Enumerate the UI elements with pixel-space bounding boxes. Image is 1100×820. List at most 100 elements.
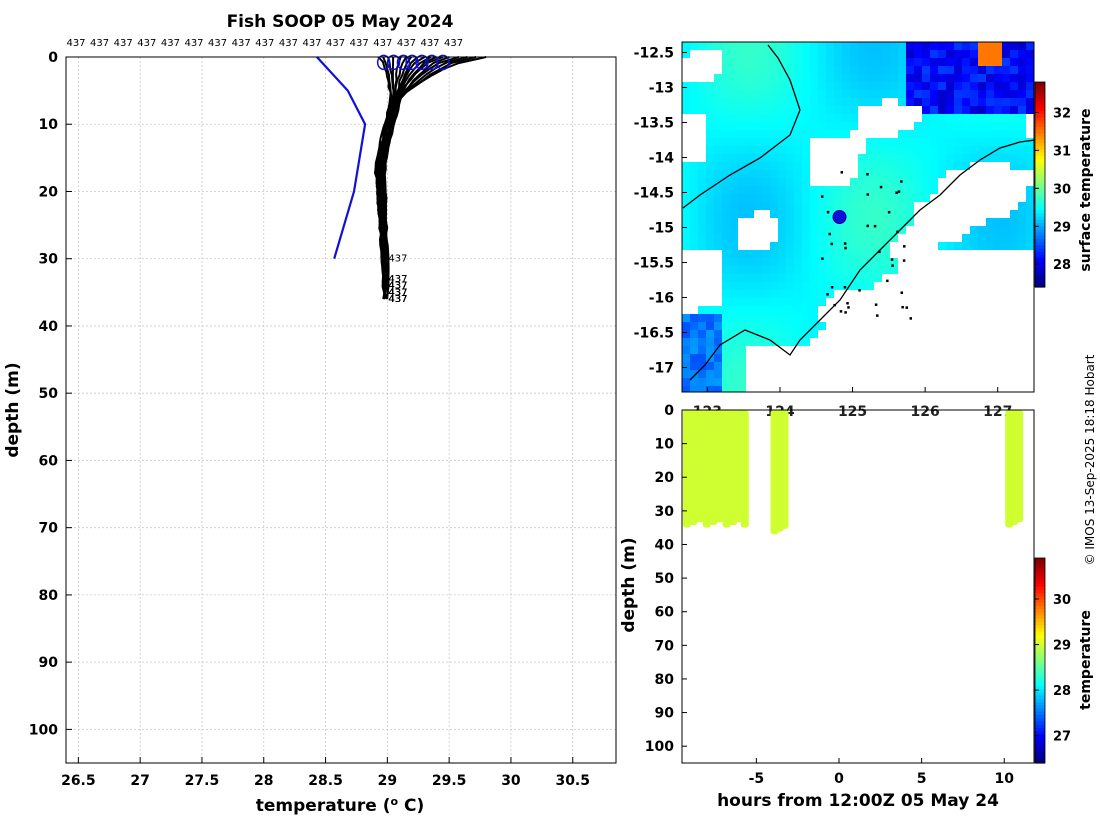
sst-cell [954, 146, 962, 154]
island-dot [900, 291, 904, 294]
sst-cell [722, 114, 730, 122]
colorbar-step [1035, 85, 1045, 90]
sst-cell [738, 106, 746, 114]
sst-cell [794, 50, 802, 58]
sst-cell [1026, 218, 1034, 226]
sst-cell [874, 162, 882, 170]
sst-cell [842, 234, 850, 242]
sst-cell [882, 242, 890, 250]
sst-cell [922, 82, 930, 90]
colorbar-step [1035, 644, 1045, 649]
colorbar-step [1035, 94, 1045, 99]
sst-cell [922, 178, 930, 186]
map-y-tick-label: -16.5 [634, 326, 674, 342]
cast-column [682, 410, 691, 528]
sst-cell [794, 82, 802, 90]
sst-cell [754, 122, 762, 130]
sst-cell [818, 218, 826, 226]
sst-cell [754, 330, 762, 338]
sst-cell [810, 98, 818, 106]
sst-cell [722, 250, 730, 258]
sst-cell [730, 162, 738, 170]
sst-cell [698, 42, 706, 50]
sst-cell [946, 98, 954, 106]
sst-cell [954, 82, 962, 90]
colorbar-step [1035, 232, 1045, 237]
depth-time-section [682, 410, 1024, 535]
sst-cell [978, 42, 986, 50]
sst-cell [690, 218, 698, 226]
sst-cell [914, 154, 922, 162]
sst-cell [690, 82, 698, 90]
sst-cell [970, 50, 978, 58]
profile-tick-labels: 26.5 27 27.5 28 28.5 29 29.5 30 30.5 0 10 20 30 40 50 6… [29, 50, 590, 789]
sst-cell [938, 138, 946, 146]
sst-cell [722, 138, 730, 146]
sst-cell [770, 170, 778, 178]
x-tick-label: 29 [378, 773, 397, 789]
sst-cell [778, 242, 786, 250]
sst-cell [906, 66, 914, 74]
map-y-tick-label: -16 [649, 291, 674, 307]
sst-cell [962, 114, 970, 122]
sst-cell [738, 98, 746, 106]
sst-cell [778, 338, 786, 346]
sst-cell [842, 250, 850, 258]
sst-cell [978, 50, 986, 58]
sst-cell [754, 82, 762, 90]
sst-cell [762, 58, 770, 66]
sst-cell [890, 42, 898, 50]
sst-cell [778, 138, 786, 146]
sst-cell [810, 226, 818, 234]
sst-cell [794, 330, 802, 338]
sst-cell [938, 42, 946, 50]
sst-cell [1026, 194, 1034, 202]
sst-cell [730, 66, 738, 74]
sst-cell [770, 186, 778, 194]
colorbar-step [1035, 676, 1045, 681]
sst-cell [882, 58, 890, 66]
colorbar-step [1035, 267, 1045, 272]
sst-cell [874, 258, 882, 266]
colorbar-step [1035, 117, 1045, 122]
colorbar-tick-label: 28 [1053, 684, 1071, 699]
colorbar-step [1035, 750, 1045, 754]
sst-cell [826, 42, 834, 50]
colorbar-step [1035, 110, 1045, 115]
sst-cell [954, 122, 962, 130]
sst-cell [882, 218, 890, 226]
sst-cell [698, 306, 706, 314]
sst-cell [706, 90, 714, 98]
sst-cell [786, 90, 794, 98]
island-dot [830, 242, 833, 246]
colorbar-step [1035, 692, 1045, 697]
sst-cell [818, 66, 826, 74]
surface-marker [415, 54, 429, 71]
sst-cell [818, 122, 826, 130]
sst-cell [778, 202, 786, 210]
sst-cell [778, 290, 786, 298]
sst-cell [778, 82, 786, 90]
sst-cell [898, 98, 906, 106]
sst-cell [770, 266, 778, 274]
sst-cell [786, 82, 794, 90]
island-dot [826, 293, 829, 296]
sst-cell [762, 170, 770, 178]
sst-cell [858, 194, 866, 202]
profile-x-label: temperature (o C) [256, 795, 425, 817]
sst-cell [818, 298, 826, 306]
sst-cell [762, 282, 770, 290]
sst-cell [1010, 58, 1018, 66]
sst-cell [802, 130, 810, 138]
sst-cell [898, 74, 906, 82]
colorbar-step [1035, 178, 1045, 182]
sst-cell [762, 50, 770, 58]
sst-cell [978, 154, 986, 162]
colorbar-step [1035, 197, 1045, 202]
sst-cell [786, 210, 794, 218]
sst-cell [730, 322, 738, 330]
sst-cell [730, 82, 738, 90]
top-profile-label: 437 [279, 38, 298, 49]
sst-cell [786, 170, 794, 178]
island-dot [897, 190, 901, 193]
